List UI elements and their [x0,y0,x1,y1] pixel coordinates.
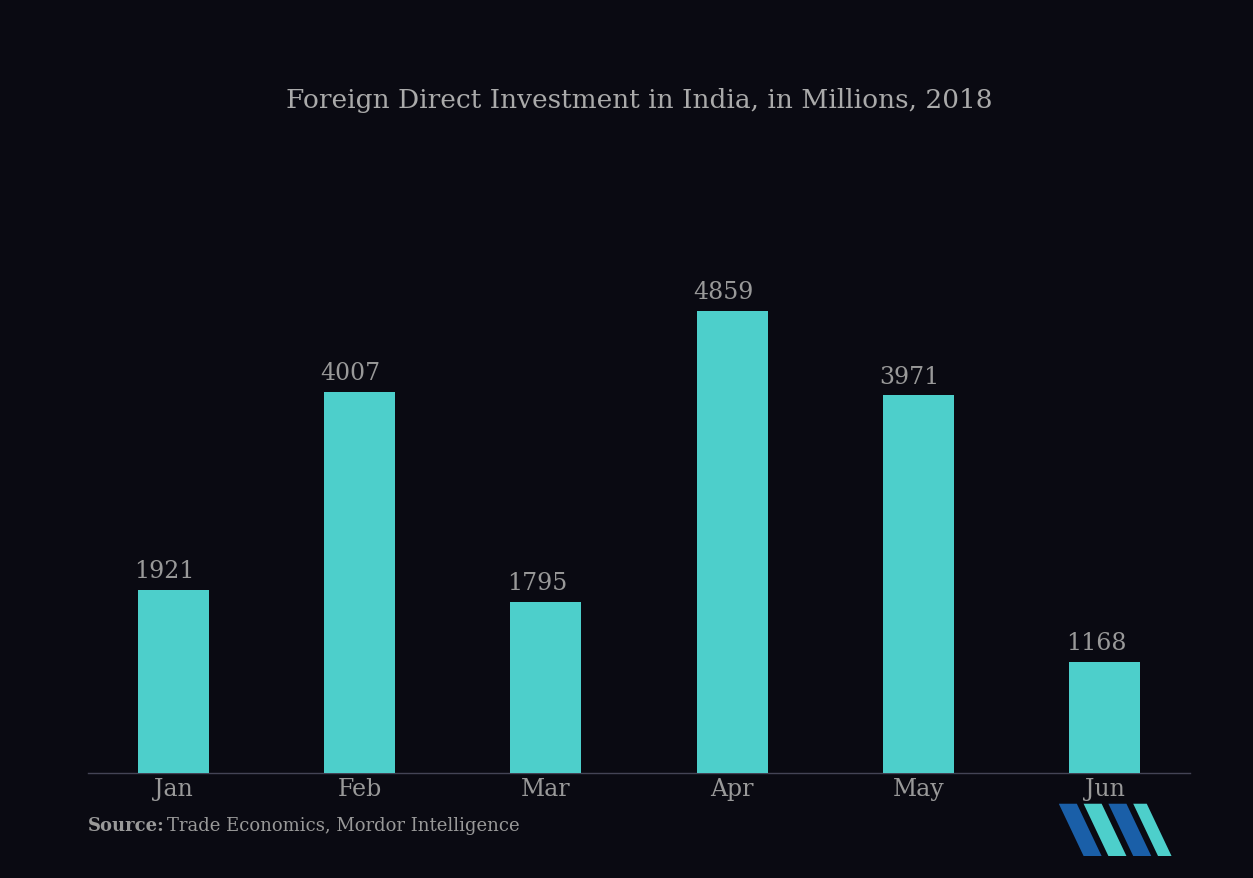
Polygon shape [1109,804,1152,856]
Bar [510,602,581,773]
Bar [138,590,209,773]
Text: 1921: 1921 [134,560,194,583]
Text: 4859: 4859 [693,281,753,304]
Text: 4007: 4007 [321,362,381,385]
Bar [1069,662,1140,773]
Text: Source:: Source: [88,816,164,834]
Bar [325,392,395,773]
Text: 1795: 1795 [506,572,568,594]
Polygon shape [1133,804,1172,856]
Title: Foreign Direct Investment in India, in Millions, 2018: Foreign Direct Investment in India, in M… [286,88,992,113]
Polygon shape [1059,804,1101,856]
Bar [883,396,954,773]
Text: Trade Economics, Mordor Intelligence: Trade Economics, Mordor Intelligence [167,816,519,834]
Text: 3971: 3971 [880,365,940,388]
Bar [697,312,768,773]
Text: 1168: 1168 [1066,631,1126,654]
Polygon shape [1084,804,1126,856]
